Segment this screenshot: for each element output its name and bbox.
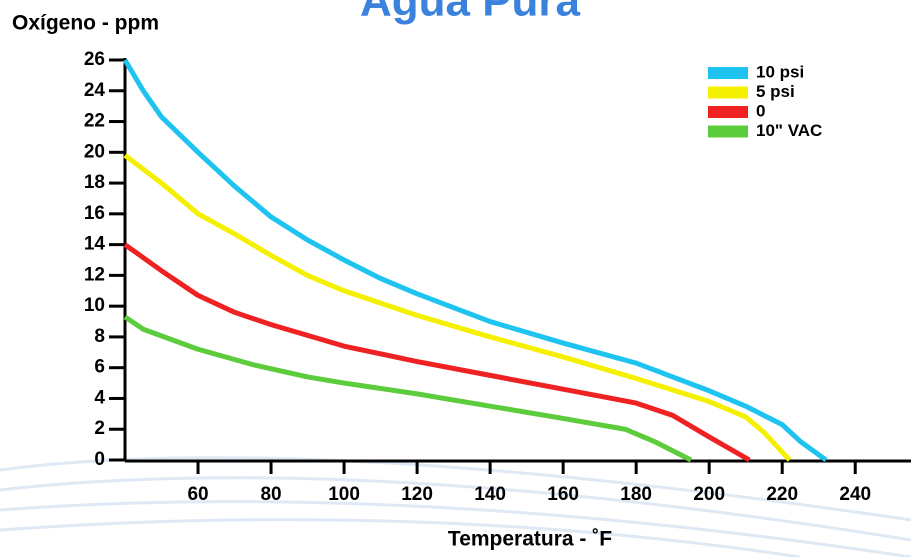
legend-swatch: [708, 106, 748, 118]
y-tick-label: 2: [94, 418, 105, 439]
y-tick-label: 22: [84, 111, 105, 132]
line-series: [122, 58, 828, 463]
legend-swatch: [708, 86, 748, 99]
y-tick-label: 6: [94, 357, 105, 378]
y-tick-label: 10: [84, 295, 105, 316]
y-tick-label: 0: [94, 449, 105, 470]
legend-swatch: [708, 67, 748, 79]
y-axis-label: Oxígeno - ppm: [12, 12, 159, 35]
y-tick-label: 24: [84, 80, 106, 101]
x-tick-label: 180: [620, 484, 652, 505]
y-tick-label: 20: [84, 141, 105, 162]
background-swoosh: [0, 456, 911, 557]
x-tick-label: 100: [328, 484, 360, 505]
y-tick-label: 8: [94, 326, 105, 347]
x-tick-label: 120: [401, 484, 433, 505]
y-tick-label: 14: [84, 234, 106, 255]
x-tick-label: 240: [839, 484, 871, 505]
legend-swatch: [708, 125, 748, 138]
y-tick-label: 18: [84, 172, 105, 193]
x-tick-label: 200: [693, 484, 725, 505]
y-tick-label: 12: [84, 264, 105, 285]
legend-label: 0: [756, 101, 765, 120]
y-tick-label: 16: [84, 203, 105, 224]
x-tick-label: 60: [187, 484, 208, 505]
x-tick-label: 80: [260, 484, 281, 505]
y-tick-label: 26: [84, 49, 105, 70]
line-series: [123, 153, 792, 462]
x-tick-label: 160: [547, 484, 579, 505]
legend-label: 10 psi: [756, 62, 804, 81]
line-series: [123, 314, 693, 463]
x-tick-label: 140: [474, 484, 506, 505]
legend-label: 10" VAC: [756, 121, 822, 140]
y-tick-label: 4: [94, 387, 105, 408]
chart-title: Agua Pura: [360, 0, 581, 26]
line-series: [123, 242, 751, 463]
x-tick-label: 220: [766, 484, 798, 505]
legend-label: 5 psi: [756, 82, 795, 101]
x-axis-label: Temperatura - ˚F: [448, 528, 612, 551]
